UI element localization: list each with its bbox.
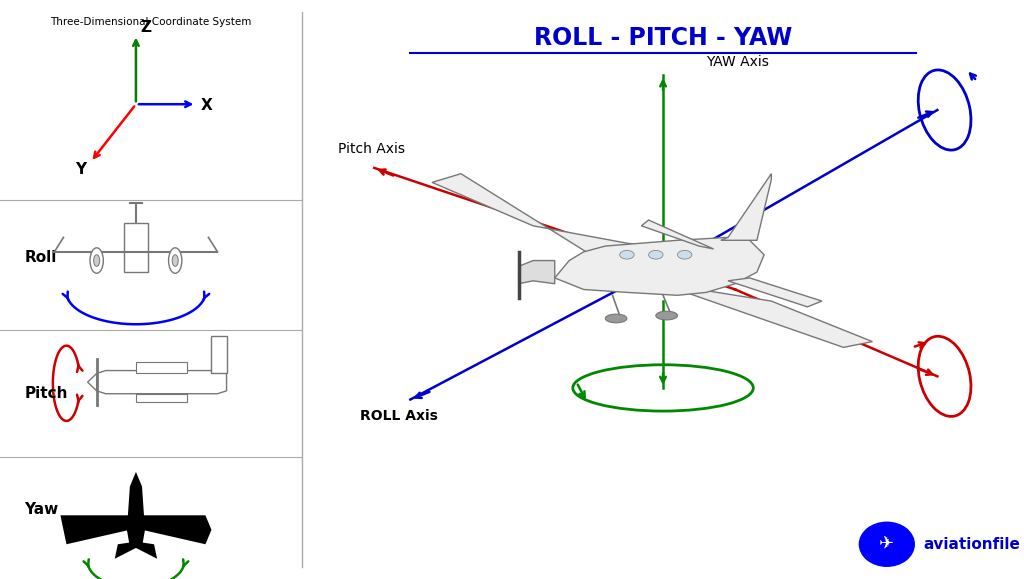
Bar — [124, 223, 148, 272]
Text: Z: Z — [140, 20, 152, 35]
Polygon shape — [60, 515, 211, 544]
Circle shape — [172, 255, 178, 266]
Polygon shape — [136, 394, 187, 402]
Polygon shape — [728, 278, 822, 307]
Circle shape — [169, 248, 182, 273]
Ellipse shape — [678, 251, 692, 259]
Text: Y: Y — [76, 162, 87, 177]
Text: YAW Axis: YAW Axis — [707, 56, 769, 69]
Polygon shape — [115, 541, 140, 559]
Polygon shape — [88, 373, 96, 391]
Polygon shape — [96, 371, 226, 394]
Polygon shape — [518, 261, 555, 284]
Polygon shape — [664, 287, 872, 347]
Text: Pitch Axis: Pitch Axis — [338, 142, 406, 156]
Polygon shape — [721, 174, 771, 240]
Text: aviationfile: aviationfile — [923, 537, 1020, 552]
Ellipse shape — [620, 251, 634, 259]
Circle shape — [859, 522, 914, 566]
Text: ROLL - PITCH - YAW: ROLL - PITCH - YAW — [534, 26, 793, 50]
Text: Roll: Roll — [25, 250, 56, 265]
Text: Pitch: Pitch — [25, 386, 68, 401]
Text: ✈: ✈ — [880, 535, 894, 554]
Ellipse shape — [605, 314, 627, 323]
Polygon shape — [211, 336, 226, 373]
Polygon shape — [432, 174, 648, 255]
Polygon shape — [136, 362, 187, 373]
Polygon shape — [127, 472, 145, 547]
Circle shape — [93, 255, 99, 266]
Text: ROLL Axis: ROLL Axis — [359, 409, 437, 423]
Text: X: X — [201, 98, 213, 113]
Circle shape — [90, 248, 103, 273]
Text: Three-Dimensional Coordinate System: Three-Dimensional Coordinate System — [50, 17, 252, 27]
Ellipse shape — [655, 312, 678, 320]
Polygon shape — [131, 541, 157, 559]
Text: Yaw: Yaw — [25, 502, 58, 517]
Polygon shape — [555, 237, 764, 295]
Ellipse shape — [648, 251, 664, 259]
Polygon shape — [641, 220, 714, 249]
